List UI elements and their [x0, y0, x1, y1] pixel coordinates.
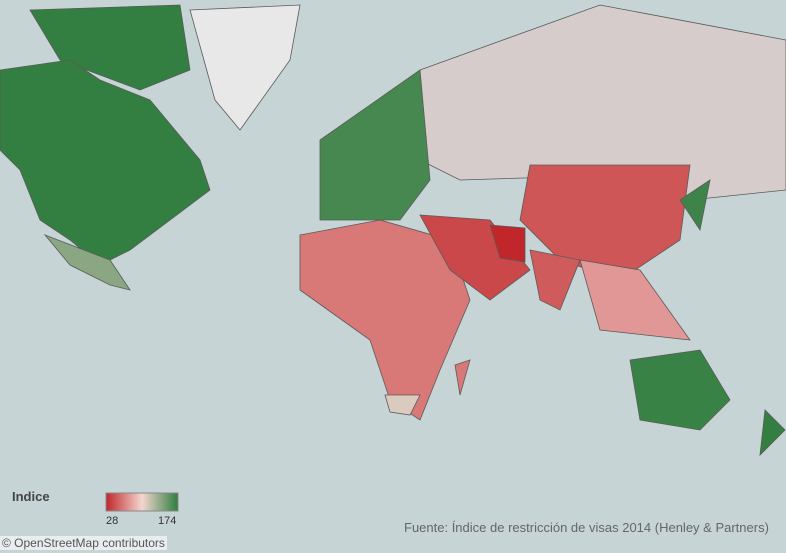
country-region [29, 4, 191, 91]
country-region [0, 59, 211, 266]
country-region [529, 249, 581, 311]
legend-title: Indice [12, 489, 50, 504]
country-region [43, 234, 131, 291]
legend-bar [105, 492, 179, 512]
country-region [679, 179, 711, 232]
legend-max: 174 [158, 515, 177, 527]
country-region [579, 259, 691, 341]
country-region [759, 409, 786, 457]
legend-min: 28 [106, 515, 119, 527]
source-note: Fuente: Índice de restricción de visas 2… [404, 520, 769, 535]
country-region [319, 69, 431, 221]
country-region [299, 219, 471, 421]
country-region [454, 359, 471, 396]
country-region [384, 394, 421, 416]
country-region [629, 349, 731, 431]
country-region [489, 224, 526, 263]
attribution: © OpenStreetMap contributors [0, 536, 167, 550]
no-data-region [189, 4, 301, 131]
